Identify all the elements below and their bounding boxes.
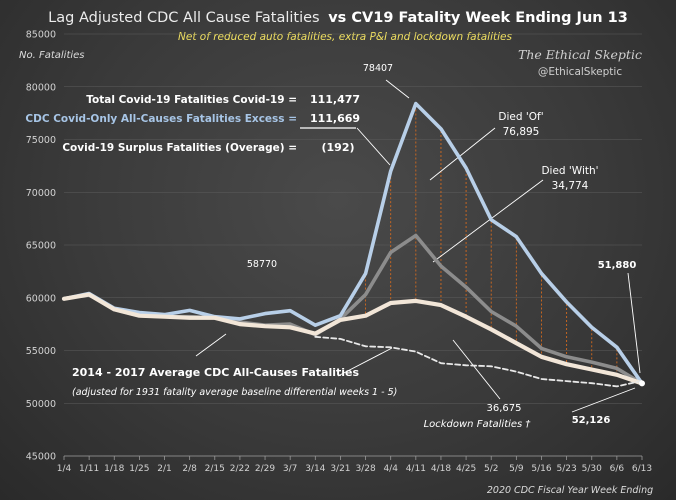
chart-title-part1: Lag Adjusted CDC All Cause Fatalities <box>48 10 319 26</box>
end-value-bottom: 52,126 <box>572 415 611 426</box>
x-tick-label: 5/16 <box>531 464 551 474</box>
x-tick-label: 1/4 <box>57 464 72 474</box>
end-point-marker <box>639 380 645 387</box>
average-baseline-title: 2014 - 2017 Average CDC All-Causes Fatal… <box>72 366 359 379</box>
died-of-series-line <box>62 101 644 386</box>
died-with-value: 34,774 <box>552 180 589 192</box>
x-tick-label: 4/18 <box>431 464 451 474</box>
stats-row1-value: 111,477 <box>310 93 360 106</box>
x-tick-label: 3/21 <box>330 464 350 474</box>
annotation-leader-line <box>627 272 641 374</box>
x-tick-label: 1/18 <box>104 464 124 474</box>
x-tick-label: 3/28 <box>355 464 375 474</box>
end-value-top: 51,880 <box>598 260 637 271</box>
y-tick-label: 85000 <box>26 30 56 41</box>
x-tick-label: 5/9 <box>509 464 524 474</box>
series-layer <box>61 101 645 388</box>
y-tick-label: 70000 <box>26 188 56 199</box>
stats-row3-label: Covid-19 Surplus Fatalities (Overage) = <box>62 142 297 154</box>
annotation-leader-line <box>429 127 496 181</box>
lockdown-label: Lockdown Fatalities † <box>424 419 532 430</box>
x-tick-label: 2/1 <box>157 464 171 474</box>
y-axis-label: No. Fatalities <box>19 50 85 61</box>
annotation-leader-line <box>356 127 391 166</box>
x-tick-label: 3/7 <box>283 464 297 474</box>
x-tick-label: 5/23 <box>556 464 576 474</box>
covid-only-series-line <box>61 292 645 386</box>
y-tick-label: 65000 <box>26 241 56 252</box>
x-tick-label: 5/2 <box>484 464 498 474</box>
y-tick-label: 75000 <box>26 135 56 146</box>
stats-row2-label: CDC Covid-Only All-Causes Fatalities Exc… <box>25 113 297 125</box>
died-of-label: Died 'Of' <box>498 111 543 123</box>
x-tick-label: 2/22 <box>230 464 250 474</box>
x-tick-label: 1/11 <box>79 464 99 474</box>
annotation-leader-line <box>432 179 544 263</box>
lockdown-value: 36,675 <box>487 403 522 414</box>
x-axis-label: 2020 CDC Fiscal Year Week Ending <box>487 485 653 496</box>
died-of-value: 76,895 <box>503 126 540 138</box>
peak-value-label: 78407 <box>363 63 393 74</box>
chart-title: Lag Adjusted CDC All Cause Fatalities vs… <box>48 10 628 26</box>
x-tick-label: 4/4 <box>383 464 398 474</box>
annotation-leader-line <box>195 333 227 357</box>
y-tick-label: 80000 <box>26 82 56 93</box>
stats-row2-value: 111,669 <box>310 112 360 125</box>
baseline-series-line <box>314 335 643 388</box>
stats-row1-label: Total Covid-19 Fatalities Covid-19 = <box>86 94 297 106</box>
x-tick-label: 2/15 <box>205 464 225 474</box>
y-tick-label: 55000 <box>26 346 56 357</box>
annotation-leader-line <box>337 347 393 377</box>
x-tick-label: 4/25 <box>456 464 476 474</box>
chart-subtitle: Net of reduced auto fatalities, extra P&… <box>178 31 512 43</box>
y-tick-label: 45000 <box>26 452 56 463</box>
x-tick-label: 5/30 <box>582 464 602 474</box>
x-tick-label: 6/13 <box>632 464 652 474</box>
axes-layer: 45000 50000 55000 60000 65000 70000 75000 80000… <box>26 30 652 475</box>
annotation-leader-line <box>385 79 410 99</box>
brand-name: The Ethical Skeptic <box>518 47 642 62</box>
annotation-leader-line <box>571 387 636 413</box>
chart-title-part2: vs CV19 Fatality Week Ending Jun 13 <box>328 10 628 26</box>
brand-handle: @EthicalSkeptic <box>538 66 622 78</box>
average-baseline-note: (adjusted for 1931 fatality average base… <box>72 387 397 398</box>
x-tick-label: 4/11 <box>406 464 426 474</box>
leader-lines-layer <box>195 79 641 413</box>
stats-row3-value: (192) <box>321 141 354 154</box>
annotation-leader-line <box>452 339 501 400</box>
y-tick-label: 60000 <box>26 293 56 304</box>
x-tick-label: 2/29 <box>255 464 275 474</box>
x-tick-label: 1/25 <box>129 464 149 474</box>
died-with-label: Died 'With' <box>541 165 598 177</box>
droplines-layer <box>365 105 618 373</box>
x-tick-label: 6/6 <box>610 464 625 474</box>
x-tick-label: 3/14 <box>305 464 325 474</box>
x-tick-label: 2/8 <box>182 464 197 474</box>
y-tick-label: 50000 <box>26 399 56 410</box>
mar7-value-label: 58770 <box>247 259 277 270</box>
